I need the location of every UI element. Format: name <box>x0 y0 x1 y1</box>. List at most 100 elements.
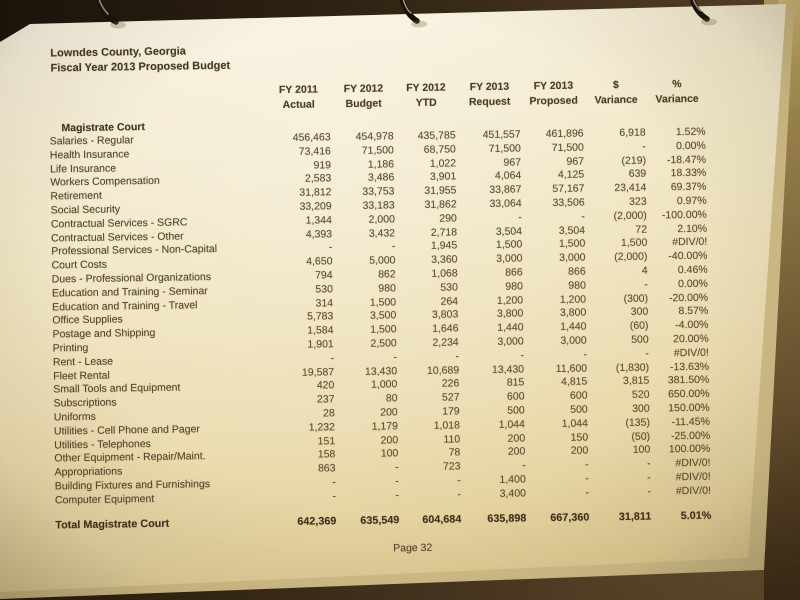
cell-value: 200 <box>380 433 399 447</box>
cell-value: - <box>585 486 590 499</box>
cell-value: - <box>583 348 587 361</box>
cell-value: 3,000 <box>560 334 587 347</box>
table-corner-cell <box>47 83 265 116</box>
cell-value: 866 <box>568 265 586 278</box>
column-header: FY 2012 Budget <box>332 81 395 112</box>
cell-value: - <box>646 457 651 470</box>
cell-value: (135) <box>625 416 651 429</box>
cell-value: 28 <box>322 407 335 420</box>
cell-value: 31,955 <box>424 184 457 198</box>
cell-value: 4,125 <box>557 168 585 182</box>
cell-value: 5,783 <box>306 310 334 324</box>
cell-value: (219) <box>621 154 647 167</box>
cell-value: 723 <box>442 460 461 473</box>
cell-value: 1,000 <box>370 378 398 392</box>
cell-value: 435,785 <box>417 129 456 143</box>
cell-value: 57,167 <box>552 182 585 196</box>
cell-value: 3,800 <box>496 307 524 321</box>
cell-value: 1,500 <box>620 236 648 250</box>
cell-value: 4,815 <box>560 375 588 389</box>
cell-value: (300) <box>623 292 649 305</box>
cell-value: 8.57% <box>678 305 709 318</box>
cell-value: #DIV/0! <box>672 236 708 249</box>
cell-value: 1,018 <box>433 419 461 432</box>
cell-value: - <box>520 349 524 362</box>
cell-value: -25.00% <box>670 429 711 442</box>
cell-value: 967 <box>566 155 585 168</box>
column-header-line2: Variance <box>655 92 699 106</box>
cell-value: (2,000) <box>614 250 648 264</box>
cell-value: 1,440 <box>497 321 524 335</box>
cell-value: 667,360 <box>550 511 590 524</box>
cell-value: 0.97% <box>676 194 707 208</box>
column-header-line1: FY 2013 <box>469 80 510 94</box>
cell-value: (50) <box>631 430 651 443</box>
cell-value: 600 <box>506 390 525 403</box>
cell-value: 200 <box>507 431 526 445</box>
cell-value: 2,234 <box>432 336 459 349</box>
cell-value: 3,504 <box>558 224 586 237</box>
cell-value: 500 <box>570 403 588 416</box>
cell-value: 1,440 <box>560 320 587 334</box>
cell-value: - <box>521 459 526 472</box>
cell-value: - <box>642 140 646 153</box>
cell-value: 1,344 <box>305 214 332 227</box>
cell-value: 13,430 <box>491 363 525 376</box>
binder-ring <box>399 0 427 28</box>
column-header: FY 2012 YTD <box>395 80 457 111</box>
cell-value: 31,862 <box>424 198 457 211</box>
cell-value: 1,584 <box>307 324 334 337</box>
cell-value: 100 <box>632 443 651 457</box>
column-header-line1: FY 2012 <box>406 81 446 95</box>
cell-value: - <box>584 458 589 471</box>
cell-value: 33,753 <box>362 185 395 199</box>
cell-value: 0.46% <box>677 263 708 277</box>
cell-value: 11,600 <box>555 362 588 375</box>
column-header-line2: Variance <box>594 93 638 107</box>
cell-value: -20.00% <box>668 291 709 304</box>
budget-table-body: Salaries - Regular 456,463 454,978 435,785 4… <box>48 126 726 533</box>
table-header-row: FY 2011 Actual FY 2012 Budget FY 2012 YTD FY 2… <box>47 77 719 117</box>
cell-value: 2,583 <box>304 172 332 186</box>
cell-value: - <box>328 241 333 254</box>
cell-value: (60) <box>629 319 649 333</box>
cell-value: - <box>645 347 649 360</box>
cell-value: 2,718 <box>430 226 458 239</box>
cell-value: 226 <box>441 377 460 391</box>
cell-value: 0.00% <box>675 139 706 152</box>
cell-value: 5.01% <box>680 509 712 522</box>
cell-value: 13,430 <box>364 364 398 378</box>
column-header: % Variance <box>647 77 707 108</box>
cell-value: 1,022 <box>429 157 457 170</box>
cell-value: 3,000 <box>497 335 524 348</box>
column-header: $ Variance <box>585 78 647 109</box>
binder-rings <box>95 0 717 29</box>
cell-value: 1,200 <box>559 293 587 306</box>
cell-value: 635,549 <box>360 513 400 527</box>
cell-value: 1,901 <box>307 338 334 351</box>
cell-value: 33,209 <box>299 200 332 213</box>
cell-value: 420 <box>316 379 335 392</box>
cell-value: 80 <box>385 392 398 405</box>
cell-value: -40.00% <box>668 249 708 263</box>
cell-value: 33,183 <box>362 199 395 212</box>
cell-value: - <box>330 352 335 365</box>
cell-value: 3,815 <box>622 374 650 388</box>
cell-value: 815 <box>506 376 525 390</box>
cell-value: 1,500 <box>558 237 586 251</box>
cell-value: 3,901 <box>429 170 457 184</box>
cell-value: 71,500 <box>551 141 584 154</box>
cell-value: 3,504 <box>495 225 523 238</box>
cell-value: 150.00% <box>668 401 710 415</box>
cell-value: -4.00% <box>675 318 709 332</box>
cell-value: 31,812 <box>299 186 332 199</box>
cell-value: 500 <box>631 333 649 346</box>
cell-value: 290 <box>439 212 457 225</box>
cell-value: 31,811 <box>618 510 652 523</box>
cell-value: 78 <box>448 446 461 459</box>
cell-value: 1,044 <box>561 417 589 430</box>
cell-value: 71,500 <box>361 144 394 157</box>
cell-value: 4,393 <box>305 227 333 241</box>
